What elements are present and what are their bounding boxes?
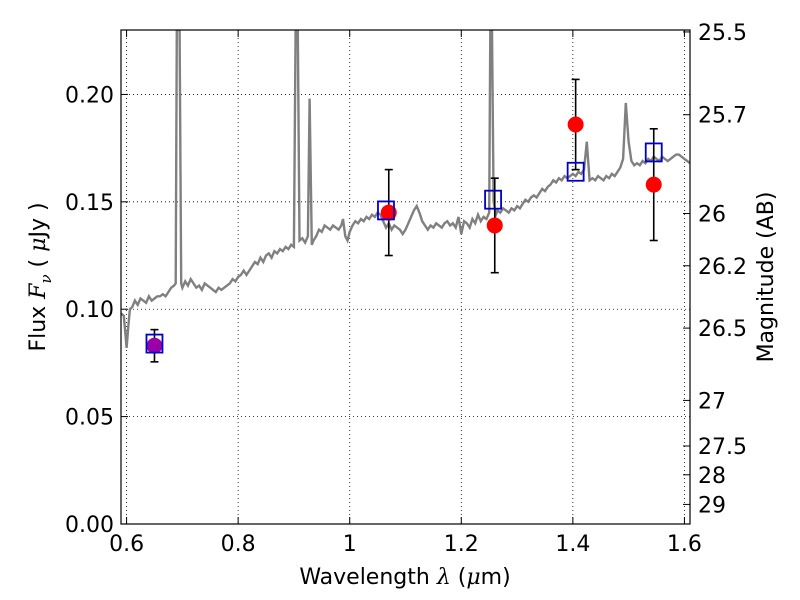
model-boxes bbox=[145, 142, 663, 354]
magnitude-tick-label: 25.7 bbox=[698, 104, 747, 129]
model-box bbox=[644, 142, 663, 163]
magnitude-tick-label: 26.2 bbox=[698, 255, 747, 280]
y-tick-label: 0.00 bbox=[65, 513, 114, 538]
model-box bbox=[145, 333, 164, 354]
x-tick-label: 1.2 bbox=[444, 532, 479, 557]
y-tick-label: 0.10 bbox=[65, 298, 114, 323]
y-tick-label: 0.05 bbox=[65, 406, 114, 431]
y-tick-label: 0.15 bbox=[65, 191, 114, 216]
observed-point bbox=[486, 217, 503, 234]
magnitude-tick-label: 25.5 bbox=[698, 21, 747, 46]
data-markers bbox=[146, 116, 662, 354]
y-axis-title: Flux Fν ( μJy ) bbox=[26, 202, 55, 351]
magnitude-tick-label: 27.5 bbox=[698, 435, 747, 460]
magnitude-tick-label: 26.5 bbox=[698, 317, 747, 342]
observed-point bbox=[146, 337, 163, 354]
x-tick-label: 0.8 bbox=[221, 532, 256, 557]
observed-point bbox=[567, 116, 584, 133]
axis-ticks bbox=[121, 30, 690, 525]
magnitude-tick-label: 29 bbox=[698, 493, 726, 518]
x-tick-label: 0.6 bbox=[109, 532, 144, 557]
magnitude-tick-labels: 25.5 25.7 26 26.2 26.5 27 27.5 28 29 bbox=[698, 21, 747, 518]
model-box bbox=[566, 161, 585, 182]
magnitude-axis-title: Magnitude (AB) bbox=[754, 192, 779, 363]
magnitude-tick-label: 28 bbox=[698, 464, 726, 489]
x-axis-title: Wavelength λ (μm) bbox=[299, 565, 510, 590]
plot-frame bbox=[120, 29, 691, 525]
y-tick-label: 0.20 bbox=[65, 83, 114, 108]
x-tick-labels: 0.6 0.8 1 1.2 1.4 1.6 bbox=[109, 532, 702, 557]
model-box bbox=[484, 189, 502, 210]
x-tick-label: 1.4 bbox=[555, 532, 590, 557]
spectrum-line bbox=[121, 30, 690, 349]
model-box bbox=[377, 200, 395, 221]
x-tick-label: 1 bbox=[343, 532, 357, 557]
magnitude-tick-label: 27 bbox=[698, 389, 726, 414]
grid-lines bbox=[121, 30, 690, 525]
observed-point bbox=[645, 176, 662, 193]
x-tick-label: 1.6 bbox=[667, 532, 702, 557]
magnitude-tick-label: 26 bbox=[698, 203, 726, 228]
y-tick-labels: 0.00 0.05 0.10 0.15 0.20 bbox=[65, 83, 114, 538]
